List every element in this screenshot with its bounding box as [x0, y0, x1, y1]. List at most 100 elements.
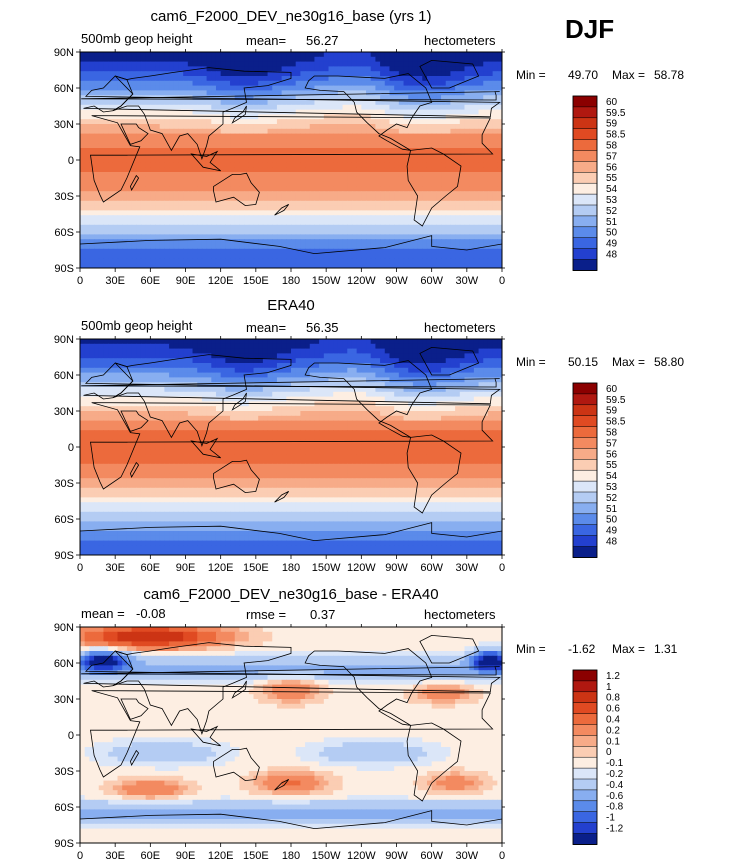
field-cell	[319, 186, 325, 192]
field-cell	[469, 157, 475, 163]
field-cell	[291, 176, 297, 183]
field-cell	[309, 162, 316, 168]
field-cell	[145, 248, 151, 255]
field-cell	[483, 100, 489, 106]
field-cell	[337, 210, 344, 216]
field-cell	[295, 263, 301, 268]
field-cell	[94, 248, 100, 255]
field-cell	[131, 239, 137, 245]
field-cell	[487, 258, 494, 264]
field-cell	[478, 234, 484, 240]
field-cell	[431, 200, 437, 207]
field-cell	[112, 80, 119, 87]
field-cell	[431, 95, 437, 101]
field-cell	[459, 377, 466, 383]
field-cell	[197, 100, 203, 106]
field-cell	[169, 181, 175, 187]
field-cell	[426, 353, 433, 359]
field-cell	[272, 124, 278, 130]
field-cell	[417, 162, 423, 168]
field-cell	[234, 367, 241, 374]
field-cell	[487, 205, 494, 211]
field-cell	[262, 66, 269, 72]
field-cell	[361, 186, 367, 192]
field-cell	[112, 200, 119, 207]
field-cell	[398, 229, 405, 235]
field-cell	[197, 234, 203, 240]
field-cell	[272, 263, 278, 268]
field-cell	[89, 372, 95, 378]
field-cell	[239, 234, 245, 240]
field-cell	[436, 234, 442, 240]
field-cell	[281, 248, 287, 255]
field-cell	[408, 234, 414, 240]
field-cell	[225, 109, 231, 115]
field-cell	[459, 162, 466, 168]
field-cell	[389, 56, 395, 63]
field-cell	[412, 181, 419, 187]
field-cell	[450, 95, 456, 101]
field-cell	[234, 234, 241, 240]
field-cell	[497, 176, 502, 183]
field-cell	[347, 220, 353, 226]
field-cell	[361, 343, 367, 350]
field-cell	[492, 104, 498, 111]
field-cell	[276, 348, 283, 354]
field-cell	[286, 191, 292, 197]
field-cell	[412, 114, 419, 120]
field-cell	[497, 248, 502, 255]
field-cell	[478, 239, 484, 245]
field-cell	[267, 248, 273, 255]
field-cell	[497, 215, 502, 221]
field-cell	[187, 80, 194, 87]
field-cell	[455, 220, 461, 226]
field-cell	[426, 210, 433, 216]
field-cell	[342, 234, 348, 240]
field-cell	[441, 363, 447, 369]
field-cell	[197, 176, 203, 183]
field-cell	[140, 196, 147, 202]
field-cell	[300, 229, 306, 235]
field-cell	[295, 234, 301, 240]
field-cell	[487, 167, 494, 173]
field-cell	[248, 52, 255, 58]
field-cell	[309, 239, 316, 245]
field-cell	[366, 124, 372, 130]
field-cell	[159, 377, 165, 383]
field-cell	[244, 133, 250, 139]
field-cell	[337, 133, 344, 139]
field-cell	[131, 343, 137, 350]
field-cell	[178, 109, 184, 115]
field-cell	[422, 176, 428, 183]
field-cell	[155, 348, 161, 354]
field-cell	[239, 248, 245, 255]
field-cell	[150, 244, 156, 250]
field-cell	[483, 104, 489, 111]
field-cell	[347, 248, 353, 255]
field-cell	[140, 143, 147, 149]
field-cell	[234, 52, 241, 58]
field-cell	[150, 104, 156, 111]
field-cell	[426, 104, 433, 111]
field-cell	[258, 181, 264, 187]
field-cell	[136, 363, 142, 369]
field-cell	[112, 263, 119, 268]
field-cell	[295, 224, 301, 231]
field-cell	[187, 239, 194, 245]
field-cell	[89, 109, 95, 115]
field-cell	[422, 167, 428, 173]
field-cell	[136, 85, 142, 91]
field-cell	[281, 372, 287, 378]
field-cell	[445, 367, 452, 374]
field-cell	[380, 258, 386, 264]
field-cell	[262, 234, 269, 240]
field-cell	[103, 162, 109, 168]
field-cell	[314, 186, 320, 192]
field-cell	[112, 353, 119, 359]
field-cell	[117, 229, 123, 235]
field-cell	[342, 191, 348, 197]
field-cell	[328, 339, 334, 345]
field-cell	[187, 143, 194, 149]
field-cell	[187, 157, 194, 163]
field-cell	[337, 339, 344, 345]
